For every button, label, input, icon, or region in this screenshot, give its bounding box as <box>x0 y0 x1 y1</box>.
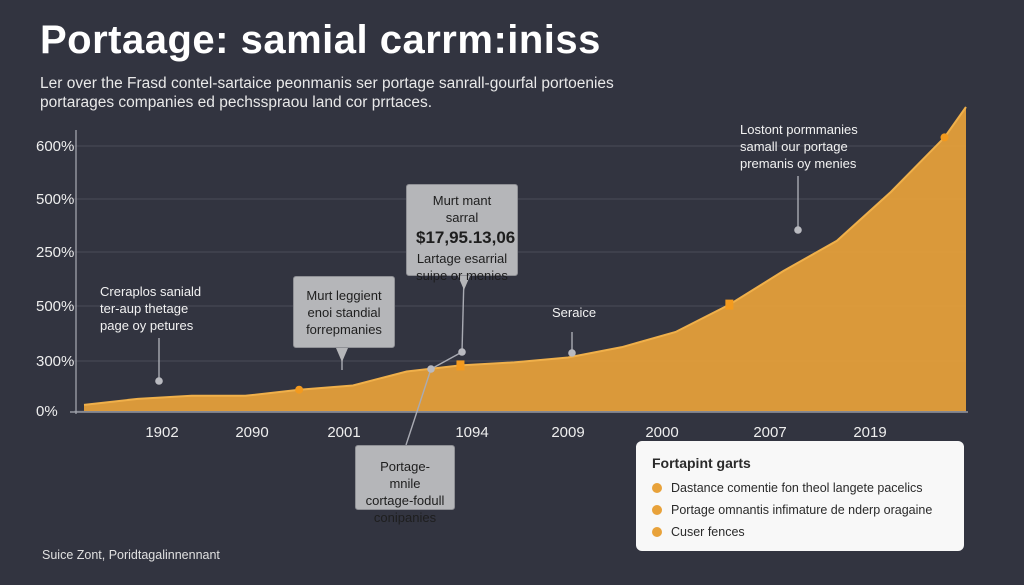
annotation-dot <box>427 365 435 373</box>
y-tick-label: 600% <box>36 138 74 155</box>
left-annotation-line: Creraplos saniald <box>100 284 202 299</box>
peak-annotation-line: samall our portage <box>740 139 848 154</box>
subtitle-line-2: portarages companies ed pechsspraou land… <box>40 94 433 111</box>
annotation-leader-line <box>405 368 432 446</box>
bottom-callout-line: conipanies <box>373 510 437 525</box>
x-tick-label: 2000 <box>645 424 678 441</box>
legend-item: Dastance comentie fon theol langete pace… <box>652 481 948 495</box>
data-marker <box>295 385 304 394</box>
callout-pointer <box>458 276 470 290</box>
legend-dot-icon <box>652 505 662 515</box>
area-series-line <box>83 106 967 406</box>
legend-item: Cuser fences <box>652 525 948 539</box>
chart-title: Portaage: samial carrm:iniss <box>40 18 601 62</box>
data-marker <box>940 133 949 142</box>
legend-item: Portage omnantis infimature de nderp ora… <box>652 503 948 517</box>
legend-item-label: Dastance comentie fon theol langete pace… <box>671 481 923 495</box>
mid-callout-box: Murt leggient enoi standial forrepmanies <box>293 276 395 348</box>
area-series-fill <box>84 107 966 411</box>
source-note: Suice Zont, Poridtagalinnennant <box>42 548 220 562</box>
annotation-leader-line <box>430 351 463 370</box>
callout-pointer <box>336 348 348 362</box>
mid-callout-line: Murt leggient <box>306 288 382 303</box>
y-tick-label: 300% <box>36 353 74 370</box>
service-annotation: Seraice <box>552 305 597 320</box>
x-tick-label: 2007 <box>753 424 786 441</box>
peak-annotation: Lostont pormmanies samall our portage pr… <box>740 121 858 172</box>
value-callout-line: Murt mant sarral <box>432 193 492 225</box>
x-tick-label: 2019 <box>853 424 886 441</box>
data-marker <box>456 360 465 371</box>
y-tick-label: 250% <box>36 244 74 261</box>
y-tick-label: 500% <box>36 191 74 208</box>
legend-title: Fortapint garts <box>652 455 751 471</box>
legend: Fortapint garts Dastance comentie fon th… <box>636 441 964 551</box>
legend-dot-icon <box>652 483 662 493</box>
legend-dot-icon <box>652 527 662 537</box>
value-callout-box: Murt mant sarral $17,95.13,06 Lartage es… <box>406 184 518 283</box>
annotation-dot <box>458 348 466 356</box>
peak-annotation-line: Lostont pormmanies <box>740 122 858 137</box>
left-annotation: Creraplos saniald ter-aup thetage page o… <box>100 283 201 334</box>
left-annotation-line: page oy petures <box>100 318 194 333</box>
bottom-callout-box: Portage-mnile cortage-fodull conipanies <box>355 445 455 525</box>
y-tick-label: 500% <box>36 298 74 315</box>
y-tick-label: 0% <box>36 403 58 420</box>
data-marker <box>725 299 734 310</box>
x-tick-label: 2001 <box>327 424 360 441</box>
value-callout-amount: $17,95.13,06 <box>416 228 516 247</box>
legend-item-label: Portage omnantis infimature de nderp ora… <box>671 503 933 517</box>
annotation-dot <box>794 226 802 234</box>
bottom-callout-line: Portage-mnile <box>380 459 430 491</box>
mid-callout-line: enoi standial <box>307 305 381 320</box>
subtitle-line-1: Ler over the Frasd contel-sartaice peonm… <box>40 75 614 92</box>
value-callout-line: Lartage esarrial <box>416 251 508 266</box>
x-tick-label: 1902 <box>145 424 178 441</box>
x-tick-label: 2009 <box>551 424 584 441</box>
annotation-dot <box>155 377 163 385</box>
value-callout-line: suipe or menies <box>416 268 508 283</box>
left-annotation-line: ter-aup thetage <box>100 301 189 316</box>
x-tick-label: 2090 <box>235 424 268 441</box>
x-tick-label: 1094 <box>455 424 488 441</box>
annotation-dot <box>568 349 576 357</box>
mid-callout-line: forrepmanies <box>306 322 382 337</box>
peak-annotation-line: premanis oy menies <box>740 156 857 171</box>
legend-item-label: Cuser fences <box>671 525 745 539</box>
chart-subtitle: Ler over the Frasd contel-sartaice peonm… <box>40 74 614 112</box>
bottom-callout-line: cortage-fodull <box>365 493 445 508</box>
